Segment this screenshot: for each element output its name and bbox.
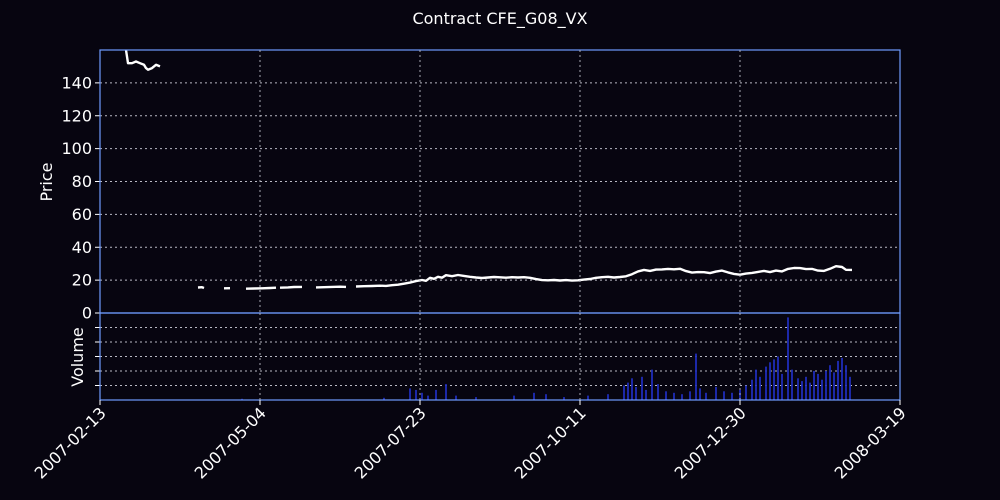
volume-bar: [665, 391, 667, 400]
volume-bar: [841, 357, 843, 400]
x-tick-label: 2007-07-23: [351, 403, 430, 482]
price-line-segment: [279, 285, 303, 289]
volume-bar: [415, 389, 417, 400]
volume-bar: [769, 362, 771, 400]
volume-bar: [849, 376, 851, 400]
volume-bar: [787, 317, 789, 400]
volume-bar: [241, 398, 243, 400]
price-line-segment: [197, 286, 205, 290]
volume-bar: [781, 373, 783, 400]
price-axis-label: Price: [37, 162, 56, 201]
price-line-segment: [124, 49, 161, 71]
volume-bar: [765, 366, 767, 400]
price-series: [124, 49, 853, 290]
volume-bar: [825, 371, 827, 400]
price-gridlines: [100, 82, 900, 314]
volume-panel-frame: [99, 312, 901, 401]
price-tick-label: 120: [61, 106, 92, 125]
volume-bar: [777, 356, 779, 400]
x-tick-label: 2007-05-04: [191, 403, 270, 482]
volume-gridlines: [95, 327, 900, 386]
volume-bar: [657, 384, 659, 400]
volume-bar: [773, 359, 775, 400]
x-gridlines: [259, 50, 741, 400]
volume-bar: [421, 392, 423, 401]
price-y-ticks: 0 20 40 60 80 100 120 140: [61, 73, 100, 323]
volume-bars: [241, 317, 851, 401]
volume-bar: [681, 394, 683, 400]
price-tick-label: 60: [72, 205, 92, 224]
volume-bar: [455, 395, 457, 400]
volume-bar: [445, 384, 447, 400]
volume-bar: [641, 376, 643, 400]
volume-bar: [409, 388, 411, 400]
volume-axis-label: Volume: [68, 327, 87, 387]
price-line-segment: [355, 265, 853, 288]
volume-bar: [715, 386, 717, 400]
volume-bar: [817, 373, 819, 400]
volume-bar: [699, 388, 701, 400]
price-line-segment: [245, 286, 277, 290]
volume-bar: [627, 382, 629, 400]
volume-bar: [635, 386, 637, 400]
volume-bar: [845, 365, 847, 400]
price-tick-label: 20: [72, 271, 92, 290]
volume-bar: [705, 392, 707, 401]
price-tick-label: 100: [61, 139, 92, 158]
volume-bar: [673, 392, 675, 401]
price-tick-label: 40: [72, 238, 92, 257]
volume-bar: [755, 369, 757, 400]
volume-bar: [623, 385, 625, 400]
x-tick-label: 2007-12-30: [671, 403, 750, 482]
volume-bar: [801, 381, 803, 400]
volume-bar: [797, 378, 799, 401]
volume-bar: [383, 397, 385, 400]
volume-bar: [805, 376, 807, 400]
volume-bar: [563, 397, 565, 400]
volume-bar: [513, 395, 515, 400]
volume-bar: [427, 395, 429, 400]
volume-bar: [645, 389, 647, 400]
volume-bar: [631, 378, 633, 401]
volume-bar: [545, 394, 547, 400]
volume-bar: [435, 389, 437, 400]
volume-bar: [587, 395, 589, 400]
price-tick-label: 80: [72, 172, 92, 191]
volume-bar: [751, 379, 753, 400]
volume-bar: [837, 360, 839, 400]
price-line-segment: [315, 285, 347, 289]
x-ticks: 2007-02-13 2007-05-04 2007-07-23 2007-10-11…: [31, 400, 910, 483]
volume-bar: [833, 372, 835, 400]
volume-bar: [809, 382, 811, 400]
price-tick-label: 0: [82, 304, 92, 323]
volume-bar: [759, 376, 761, 400]
volume-bar: [821, 379, 823, 400]
volume-bar: [829, 365, 831, 400]
chart-title: Contract CFE_G08_VX: [412, 9, 587, 29]
volume-bar: [607, 394, 609, 400]
volume-bar: [723, 391, 725, 400]
x-tick-label: 2008-03-19: [831, 403, 910, 482]
x-tick-label: 2007-10-11: [511, 403, 590, 482]
volume-bar: [651, 369, 653, 400]
volume-bar: [731, 392, 733, 401]
volume-bar: [689, 391, 691, 400]
volume-bar: [695, 353, 697, 400]
volume-bar: [475, 397, 477, 400]
volume-bar: [813, 371, 815, 400]
volume-bar: [791, 369, 793, 400]
volume-bar: [745, 385, 747, 400]
x-tick-label: 2007-02-13: [31, 403, 110, 482]
volume-bar: [533, 392, 535, 401]
price-tick-label: 140: [61, 73, 92, 92]
